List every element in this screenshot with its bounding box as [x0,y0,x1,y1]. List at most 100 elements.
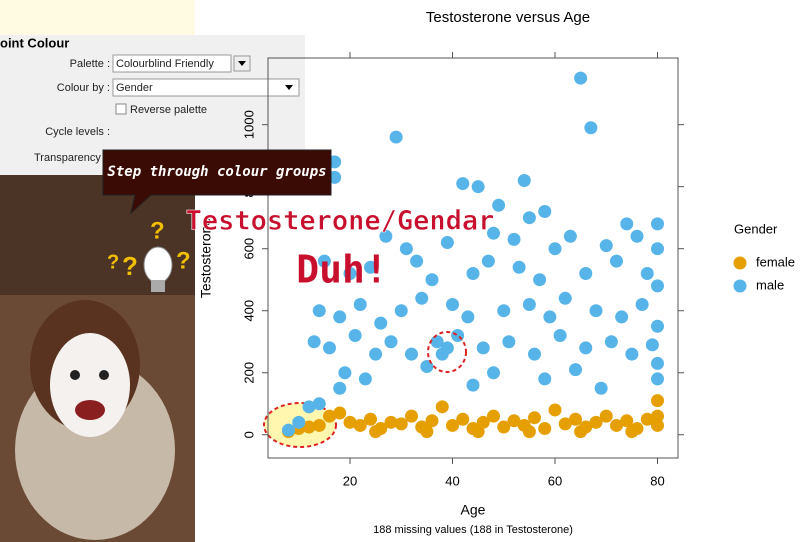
point [446,298,459,311]
corner-tint [0,0,195,35]
point [436,400,449,413]
point [651,357,664,370]
point [651,372,664,385]
point [528,348,541,361]
headline: Testosterone/Gendar [186,206,495,237]
x-tick-label: 40 [445,473,459,488]
point [405,348,418,361]
point [369,425,382,438]
point [610,255,623,268]
point [651,394,664,407]
y-tick-label: 1000 [241,110,256,139]
point [308,335,321,348]
palette-value: Colourblind Friendly [116,58,214,70]
point [456,413,469,426]
point [651,242,664,255]
point [595,382,608,395]
point [579,267,592,280]
point [574,425,587,438]
point [549,403,562,416]
mime-mouth [75,400,105,420]
point [513,261,526,274]
point [651,279,664,292]
point [410,255,423,268]
x-tick-label: 80 [650,473,664,488]
cycle-label: Cycle levels : [45,126,110,138]
point [646,338,659,351]
palette-label: Palette : [70,58,110,70]
colour-by-label: Colour by : [57,82,110,94]
point [415,292,428,305]
point [405,410,418,423]
point [574,72,587,85]
mime-eye [70,370,80,380]
point [349,329,362,342]
point [400,242,413,255]
colour-by-value: Gender [116,82,153,94]
point [456,177,469,190]
light-bulb [144,247,172,283]
point [554,329,567,342]
point [354,298,367,311]
point [482,255,495,268]
point [313,304,326,317]
point [390,131,403,144]
y-tick-label: 600 [241,238,256,260]
point [395,304,408,317]
point [472,180,485,193]
legend-label: female [756,254,795,269]
question-mark: ? [150,217,165,244]
point [549,242,562,255]
point [590,304,603,317]
point [441,341,454,354]
legend-swatch [734,257,747,270]
point [369,348,382,361]
point [502,335,515,348]
point [441,236,454,249]
legend-label: male [756,277,784,292]
point [333,310,346,323]
point [364,413,377,426]
chart-title: Testosterone versus Age [426,9,590,26]
point [359,372,372,385]
bulb-base [151,280,165,292]
point [559,292,572,305]
question-mark: ? [176,247,191,274]
checkbox[interactable] [116,104,126,114]
point [518,174,531,187]
point [636,298,649,311]
point [472,425,485,438]
point [313,419,326,432]
footnote: 188 missing values (188 in Testosterone) [373,524,573,536]
point [374,317,387,330]
point [533,273,546,286]
point [508,233,521,246]
point [523,211,536,224]
point [538,205,551,218]
point [487,366,500,379]
point [282,424,295,437]
point [579,341,592,354]
point [523,298,536,311]
x-tick-label: 20 [343,473,357,488]
point [477,341,490,354]
point [569,413,582,426]
point [313,397,326,410]
point [600,239,613,252]
panel-heading: oint Colour [0,35,69,50]
x-axis-label: Age [461,502,486,518]
point [564,230,577,243]
slide: oint Colour Palette : Colourblind Friend… [0,0,811,542]
legend-title: Gender [734,221,778,236]
y-tick-label: 200 [241,362,256,384]
point [569,363,582,376]
point [461,310,474,323]
point [605,335,618,348]
point [333,382,346,395]
point [651,320,664,333]
reverse-label: Reverse palette [130,104,207,116]
point [323,341,336,354]
point [543,310,556,323]
mime-face [50,333,130,437]
point [523,425,536,438]
